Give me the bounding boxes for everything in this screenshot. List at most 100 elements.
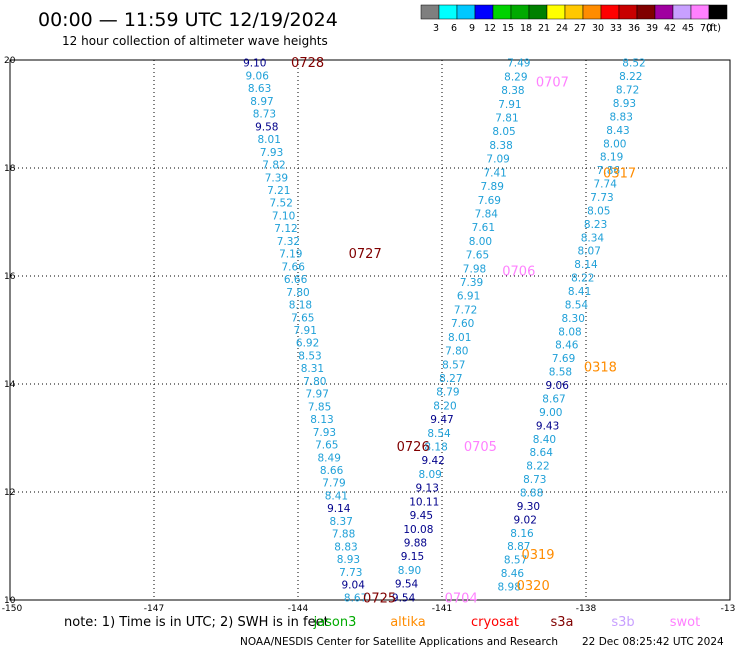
- wave-height-value: 6.92: [296, 338, 319, 350]
- satellite-label: s3b: [611, 615, 634, 630]
- legend-label: 30: [592, 23, 604, 34]
- wave-height-value: 8.13: [310, 414, 333, 426]
- lon-tick-label: -150: [2, 604, 23, 614]
- pass-label: 0728: [291, 56, 324, 71]
- wave-height-value: 8.16: [510, 528, 534, 540]
- wave-height-value: 8.67: [542, 393, 565, 405]
- wave-height-value: 8.64: [530, 447, 554, 459]
- lon-tick-label: -147: [144, 604, 164, 614]
- color-scale-legend: 3 6 9 12 15 18 21 24 27 30 33 36 39 42 45 70: [420, 4, 728, 34]
- wave-height-value: 8.38: [501, 85, 524, 97]
- pass-label: 0726: [397, 440, 430, 455]
- wave-height-value: 8.57: [504, 555, 527, 567]
- lat-tick-label: 20: [4, 56, 16, 66]
- wave-height-value: 9.30: [517, 501, 540, 513]
- wave-height-value: 8.20: [433, 400, 456, 412]
- wave-height-value: 7.91: [294, 325, 317, 337]
- wave-height-value: 7.89: [481, 181, 504, 193]
- wave-height-value: 9.14: [327, 503, 351, 515]
- wave-height-value: 7.49: [507, 58, 530, 70]
- wave-height-value: 7.65: [466, 250, 489, 262]
- wave-height-value: 8.30: [562, 313, 585, 325]
- wave-height-value: 7.61: [472, 222, 495, 234]
- lat-tick-label: 14: [4, 380, 16, 390]
- lat-tick-label: 16: [4, 272, 16, 282]
- wave-height-value: 9.10: [243, 58, 266, 70]
- legend-label: 18: [520, 23, 532, 34]
- pass-label: 0727: [349, 247, 382, 262]
- wave-height-value: 8.37: [330, 516, 353, 528]
- axis-labels: -150 -147 -144 -141 -138 -13 20 18 16 14 12 10: [2, 56, 736, 614]
- wave-height-value: 9.06: [546, 380, 570, 392]
- wave-height-value: 9.45: [410, 510, 433, 522]
- legend-swatch: [636, 4, 656, 20]
- legend-swatch: [492, 4, 512, 20]
- satellite-label: s3a: [550, 615, 573, 630]
- legend-label: 9: [469, 23, 475, 34]
- wave-height-value: 7.88: [332, 529, 355, 541]
- wave-height-value: 10.11: [409, 496, 439, 508]
- wave-height-value: 9.13: [416, 483, 439, 495]
- generated-timestamp: 22 Dec 08:25:42 UTC 2024: [582, 636, 724, 648]
- wave-height-value: 9.15: [401, 551, 424, 563]
- wave-height-value: 8.07: [578, 246, 601, 258]
- satellite-legend: jason3 altika cryosat s3a s3b swot: [313, 615, 701, 630]
- wave-height-value: 8.72: [616, 85, 639, 97]
- wave-height-value: 7.41: [483, 167, 506, 179]
- wave-height-value: 8.05: [492, 126, 515, 138]
- wave-height-value: 9.06: [246, 70, 270, 82]
- legend-swatch: [654, 4, 674, 20]
- lat-tick-label: 10: [4, 596, 16, 606]
- pass-label: 0317: [603, 166, 636, 181]
- wave-height-value: 8.83: [610, 111, 633, 123]
- wave-height-value: 9.00: [539, 407, 562, 419]
- wave-height-value: 8.57: [442, 359, 465, 371]
- wave-height-value: 9.02: [514, 514, 537, 526]
- legend-swatch: [528, 4, 548, 20]
- legend-swatch: [672, 4, 692, 20]
- pass-label: 0706: [502, 265, 535, 280]
- wave-height-value: 7.80: [286, 287, 309, 299]
- wave-height-value: 8.49: [318, 452, 341, 464]
- wave-height-value: 7.98: [463, 263, 486, 275]
- wave-height-value: 7.80: [445, 346, 468, 358]
- wave-height-value: 8.97: [250, 96, 273, 108]
- wave-height-value: 9.54: [395, 579, 419, 591]
- legend-swatch: [618, 4, 638, 20]
- wave-height-value: 8.00: [603, 138, 626, 150]
- legend-label: 6: [451, 23, 457, 34]
- wave-height-value: 8.79: [436, 387, 459, 399]
- wave-height-value: 7.65: [291, 312, 314, 324]
- wave-height-value: 8.38: [489, 140, 512, 152]
- legend-swatch: [438, 4, 458, 20]
- wave-height-value: 10.08: [403, 524, 433, 536]
- wave-height-value: 8.67: [344, 592, 367, 604]
- satellite-label: cryosat: [471, 615, 519, 630]
- wave-height-value: 7.73: [590, 192, 613, 204]
- wave-height-value: 8.41: [325, 490, 348, 502]
- wave-height-value: 8.63: [248, 83, 271, 95]
- wave-height-value: 8.53: [298, 350, 321, 362]
- legend-label: 15: [502, 23, 514, 34]
- wave-height-value: 8.01: [448, 332, 471, 344]
- wave-height-value: 8.46: [555, 340, 579, 352]
- pass-label: 0725: [363, 591, 396, 606]
- lat-tick-label: 18: [4, 164, 16, 174]
- wave-height-value: 7.86: [597, 165, 621, 177]
- wave-height-value: 8.58: [549, 367, 572, 379]
- pass-label: 0704: [445, 591, 478, 606]
- legend-swatch: [420, 4, 440, 20]
- wave-height-value: 7.12: [274, 223, 297, 235]
- page-subtitle: 12 hour collection of altimeter wave hei…: [62, 34, 328, 48]
- wave-height-value: 8.90: [398, 565, 421, 577]
- wave-height-value: 7.91: [498, 99, 521, 111]
- legend-label: 39: [646, 23, 658, 34]
- wave-height-value: 8.43: [606, 125, 629, 137]
- wave-height-value: 7.10: [272, 210, 295, 222]
- wave-height-value: 8.18: [289, 300, 312, 312]
- note-text: note: 1) Time is in UTC; 2) SWH is in fe…: [64, 615, 329, 630]
- pass-labels: 0728 0727 0726 0725 0707 0706 0705 0704 0317 0318…: [291, 56, 636, 606]
- wave-height-value: 8.05: [587, 205, 610, 217]
- wave-height-value: 9.04: [342, 580, 366, 592]
- wave-height-value: 8.52: [622, 58, 645, 70]
